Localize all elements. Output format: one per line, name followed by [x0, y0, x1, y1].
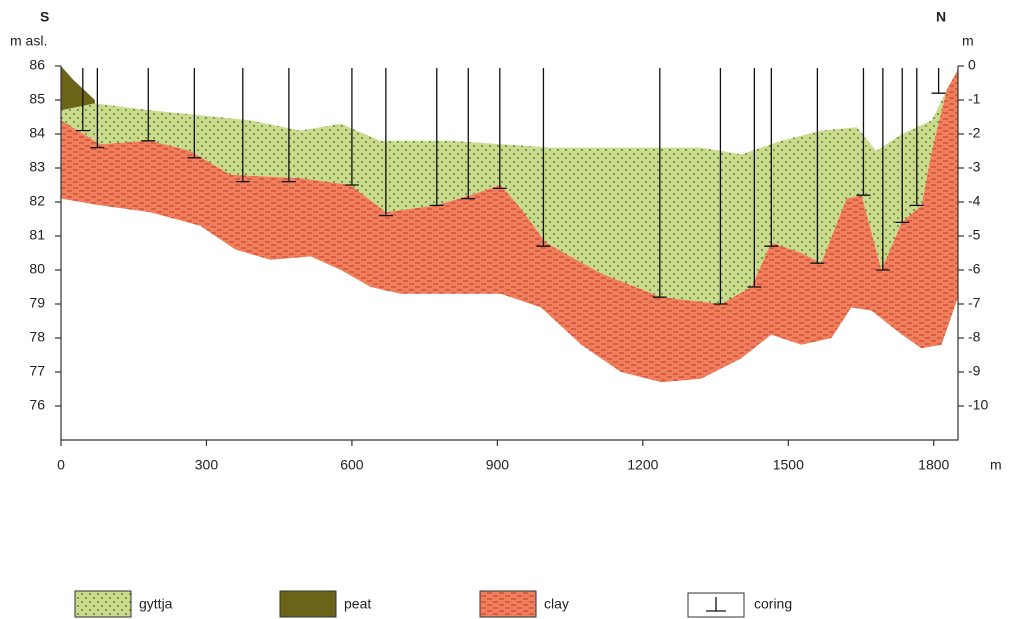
legend: gyttja peat clay coring: [75, 591, 792, 617]
y2-tick-label: 0: [968, 57, 976, 73]
x-tick-label: 1200: [627, 457, 658, 473]
x-tick-label: 0: [57, 457, 65, 473]
y2-tick-label: -1: [968, 91, 981, 107]
y-tick-label: 80: [29, 261, 45, 277]
legend-label: clay: [544, 596, 569, 612]
plot: 7677787980818283848586-10-9-8-7-6-5-4-3-…: [29, 57, 988, 473]
y-tick-label: 78: [29, 329, 45, 345]
right-unit: m: [962, 33, 974, 49]
x-tick-label: 1500: [773, 457, 804, 473]
y2-tick-label: -9: [968, 363, 981, 379]
right-title: N: [936, 9, 946, 25]
chart: S m asl. N m m 7677787980818283848586-10…: [0, 0, 1013, 619]
y2-tick-label: -6: [968, 261, 981, 277]
y-tick-label: 85: [29, 91, 45, 107]
y-tick-label: 81: [29, 227, 45, 243]
y2-tick-label: -3: [968, 159, 981, 175]
x-tick-label: 900: [486, 457, 510, 473]
y-tick-label: 86: [29, 57, 45, 73]
left-unit: m asl.: [10, 33, 47, 49]
layer-1: [61, 66, 95, 110]
x-tick-label: 600: [340, 457, 364, 473]
y-tick-label: 82: [29, 193, 45, 209]
legend-label: peat: [344, 596, 371, 612]
x-unit: m: [990, 457, 1002, 473]
y2-tick-label: -8: [968, 329, 981, 345]
left-title: S: [40, 9, 49, 25]
y-tick-label: 83: [29, 159, 45, 175]
y-tick-label: 77: [29, 363, 45, 379]
x-tick-label: 300: [195, 457, 219, 473]
y-tick-label: 76: [29, 397, 45, 413]
y-tick-label: 79: [29, 295, 45, 311]
legend-label: coring: [754, 596, 792, 612]
legend-swatch: [280, 591, 336, 617]
y2-tick-label: -10: [968, 397, 988, 413]
y2-tick-label: -2: [968, 125, 981, 141]
x-tick-label: 1800: [918, 457, 949, 473]
y2-tick-label: -7: [968, 295, 981, 311]
coring: [932, 68, 946, 93]
legend-swatch: [75, 591, 131, 617]
y2-tick-label: -5: [968, 227, 981, 243]
y-tick-label: 84: [29, 125, 45, 141]
legend-label: gyttja: [139, 596, 173, 612]
legend-swatch: [480, 591, 536, 617]
y2-tick-label: -4: [968, 193, 981, 209]
